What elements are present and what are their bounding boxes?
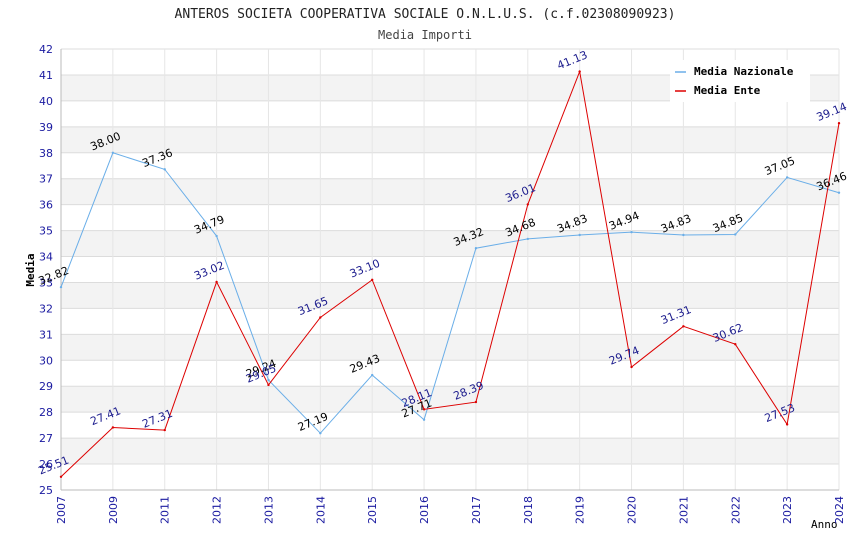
data-point-media-nazionale [371, 373, 374, 377]
chart-subtitle: Media Importi [378, 28, 472, 42]
x-tick-label: 2020 [626, 496, 639, 524]
grid-band [61, 126, 839, 153]
y-tick-label: 32 [39, 302, 53, 315]
legend-label-media-nazionale: Media Nazionale [694, 65, 794, 78]
x-tick-label: 2023 [781, 496, 794, 524]
chart-title: ANTEROS SOCIETA COOPERATIVA SOCIALE O.N.… [175, 7, 676, 22]
x-tick-label: 2014 [314, 496, 327, 524]
x-tick-label: 2024 [833, 496, 846, 524]
data-point-media-nazionale [578, 233, 581, 237]
data-point-media-ente [371, 278, 374, 282]
y-tick-label: 37 [39, 173, 53, 186]
data-point-media-nazionale [734, 233, 737, 236]
x-tick-label: 2019 [574, 496, 587, 524]
y-axis-label: Media [24, 253, 37, 286]
data-point-media-ente [474, 400, 478, 404]
series-line-media-ente [60, 69, 840, 478]
x-axis-label: Anno [811, 518, 838, 531]
y-tick-label: 29 [39, 380, 53, 393]
x-tick-label: 2013 [262, 496, 275, 524]
y-tick-label: 30 [39, 354, 53, 367]
y-tick-label: 27 [39, 432, 53, 445]
data-point-media-nazionale [474, 247, 478, 250]
x-tick-label: 2018 [522, 496, 535, 524]
y-tick-label: 39 [39, 121, 53, 134]
y-tick-label: 42 [39, 43, 53, 56]
data-point-media-ente [319, 316, 322, 319]
data-point-media-nazionale [837, 191, 841, 194]
data-point-media-nazionale [785, 176, 789, 179]
grid-band [61, 178, 839, 205]
data-label-media-ente: 33.10 [348, 257, 382, 281]
data-point-media-ente [734, 343, 737, 346]
data-point-media-nazionale [267, 378, 270, 382]
y-tick-label: 25 [39, 484, 53, 497]
data-label-media-ente: 33.02 [192, 259, 226, 283]
x-tick-label: 2011 [159, 496, 172, 524]
data-label-media-ente: 41.13 [555, 48, 589, 72]
data-point-media-ente [785, 423, 789, 426]
data-point-media-ente [267, 383, 270, 387]
y-tick-label: 26 [39, 458, 53, 471]
grid-band [61, 438, 839, 465]
data-point-media-ente [163, 428, 166, 432]
data-point-media-nazionale [682, 233, 685, 237]
y-tick-label: 35 [39, 225, 53, 238]
x-tick-label: 2012 [211, 496, 224, 524]
data-point-media-nazionale [215, 234, 218, 238]
data-point-media-ente [630, 365, 633, 369]
data-point-media-ente [526, 203, 529, 206]
x-tick-label: 2021 [677, 496, 690, 524]
data-label-media-nazionale: 34.94 [607, 209, 641, 233]
data-point-media-nazionale [630, 230, 633, 234]
y-tick-label: 28 [39, 406, 53, 419]
x-tick-label: 2022 [729, 496, 742, 524]
series-line-media-nazionale [60, 152, 840, 434]
x-tick-label: 2017 [470, 496, 483, 524]
data-point-media-nazionale [422, 418, 426, 421]
y-tick-label: 34 [39, 251, 53, 264]
grid-band [61, 282, 839, 309]
data-point-media-nazionale [319, 431, 322, 435]
data-point-media-ente [59, 475, 63, 478]
x-tick-label: 2007 [55, 496, 68, 524]
legend-label-media-ente: Media Ente [694, 84, 761, 97]
data-point-media-nazionale [111, 151, 115, 154]
y-tick-label: 31 [39, 328, 53, 341]
data-point-media-ente [578, 70, 581, 73]
data-point-media-ente [111, 426, 115, 429]
data-label-media-nazionale: 37.05 [763, 154, 797, 178]
x-tick-label: 2015 [366, 496, 379, 524]
data-point-media-nazionale [526, 237, 529, 241]
y-tick-label: 38 [39, 147, 53, 160]
legend: Media Nazionale Media Ente [670, 60, 810, 102]
data-point-media-ente [682, 325, 685, 328]
data-point-media-ente [215, 280, 218, 284]
data-point-media-ente [422, 408, 426, 411]
y-tick-label: 36 [39, 199, 53, 212]
y-tick-label: 41 [39, 69, 53, 82]
y-tick-label: 40 [39, 95, 53, 108]
data-point-media-nazionale [59, 285, 63, 289]
data-point-media-nazionale [163, 168, 166, 171]
data-label-media-ente: 39.14 [815, 100, 849, 124]
y-tick-label: 33 [39, 276, 53, 289]
x-tick-label: 2009 [107, 496, 120, 524]
legend-box [670, 60, 810, 102]
grid-band [61, 386, 839, 413]
x-tick-label: 2016 [418, 496, 431, 524]
data-point-media-ente [837, 121, 841, 125]
